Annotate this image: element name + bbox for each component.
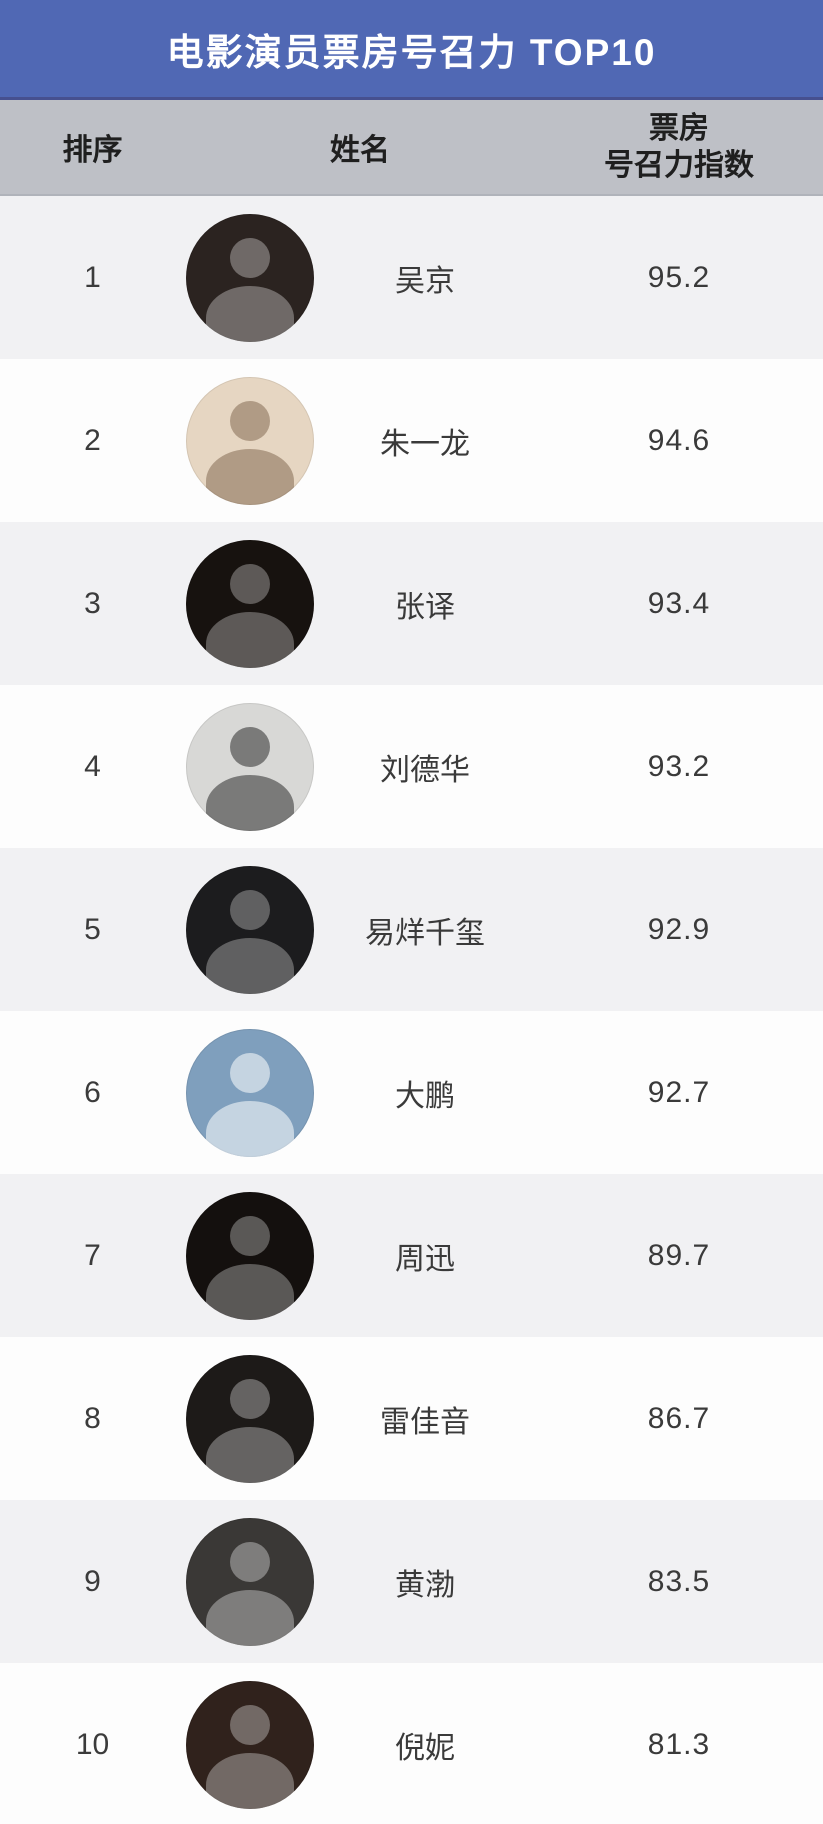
table-row: 5 易烊千玺 92.9 — [0, 848, 823, 1011]
person-silhouette-icon — [230, 1704, 270, 1745]
photo-cell — [185, 376, 315, 505]
rank-cell: 7 — [84, 1238, 101, 1272]
index-value: 93.2 — [647, 749, 711, 783]
actor-name: 张译 — [395, 590, 455, 624]
photo-cell — [185, 865, 315, 994]
rank-cell: 6 — [84, 1075, 101, 1109]
photo-cell — [185, 539, 315, 668]
rank-cell: 4 — [84, 749, 101, 783]
photo-cell — [185, 213, 315, 342]
actor-name: 雷佳音 — [380, 1405, 470, 1439]
index-value: 86.7 — [647, 1401, 711, 1435]
person-silhouette-icon — [230, 1215, 270, 1256]
actor-photo — [186, 1680, 314, 1809]
ranking-table-body: 1 吴京 95.2 2 朱一龙 94.6 3 张译 93 — [0, 196, 823, 1824]
index-value: 81.3 — [647, 1727, 711, 1761]
index-value: 93.4 — [647, 586, 711, 620]
actor-photo — [186, 702, 314, 831]
table-row: 9 黄渤 83.5 — [0, 1500, 823, 1663]
actor-photo — [186, 539, 314, 668]
person-silhouette-body — [206, 774, 294, 831]
rank-cell: 3 — [84, 586, 101, 620]
person-silhouette-icon — [230, 889, 270, 930]
actor-photo — [186, 1354, 314, 1483]
table-row: 6 大鹏 92.7 — [0, 1011, 823, 1174]
column-header-index-line2: 号召力指数 — [604, 149, 754, 182]
actor-photo — [186, 1517, 314, 1646]
person-silhouette-icon — [230, 1052, 270, 1093]
photo-cell — [185, 1680, 315, 1809]
person-silhouette-icon — [230, 726, 270, 767]
table-header-row: 排序 姓名 票房 号召力指数 — [0, 100, 823, 196]
table-row: 7 周迅 89.7 — [0, 1174, 823, 1337]
title-banner: 电影演员票房号召力 TOP10 — [0, 0, 823, 100]
actor-name: 大鹏 — [395, 1079, 455, 1113]
actor-name: 朱一龙 — [380, 427, 470, 461]
rank-cell: 9 — [84, 1564, 101, 1598]
column-header-index-line1: 票房 — [649, 112, 709, 145]
person-silhouette-body — [206, 937, 294, 994]
actor-photo — [186, 213, 314, 342]
table-row: 8 雷佳音 86.7 — [0, 1337, 823, 1500]
column-header-rank: 排序 — [62, 134, 123, 167]
column-header-name: 姓名 — [330, 134, 390, 167]
person-silhouette-body — [206, 1752, 294, 1809]
actor-name: 黄渤 — [395, 1568, 455, 1602]
photo-cell — [185, 1517, 315, 1646]
rank-cell: 5 — [84, 912, 101, 946]
person-silhouette-body — [206, 1426, 294, 1483]
index-value: 89.7 — [647, 1238, 711, 1272]
person-silhouette-icon — [230, 1378, 270, 1419]
index-value: 92.9 — [647, 912, 711, 946]
photo-cell — [185, 1354, 315, 1483]
index-value: 95.2 — [647, 260, 711, 294]
person-silhouette-icon — [230, 237, 270, 278]
page-title: 电影演员票房号召力 TOP10 — [166, 31, 657, 73]
person-silhouette-body — [206, 611, 294, 668]
index-value: 94.6 — [647, 423, 711, 457]
table-row: 4 刘德华 93.2 — [0, 685, 823, 848]
actor-name: 刘德华 — [380, 753, 470, 787]
table-row: 3 张译 93.4 — [0, 522, 823, 685]
person-silhouette-icon — [230, 400, 270, 441]
actor-name: 易烊千玺 — [365, 916, 485, 950]
photo-cell — [185, 702, 315, 831]
actor-name: 周迅 — [395, 1242, 455, 1276]
person-silhouette-body — [206, 1589, 294, 1646]
rank-cell: 1 — [84, 260, 101, 294]
table-row: 1 吴京 95.2 — [0, 196, 823, 359]
rank-cell: 2 — [84, 423, 101, 457]
actor-photo — [186, 1191, 314, 1320]
person-silhouette-icon — [230, 1541, 270, 1582]
actor-photo — [186, 865, 314, 994]
photo-cell — [185, 1028, 315, 1157]
person-silhouette-body — [206, 448, 294, 505]
actor-photo — [186, 1028, 314, 1157]
table-row: 10 倪妮 81.3 — [0, 1663, 823, 1824]
person-silhouette-body — [206, 1263, 294, 1320]
person-silhouette-icon — [230, 563, 270, 604]
table-row: 2 朱一龙 94.6 — [0, 359, 823, 522]
actor-name: 吴京 — [395, 264, 455, 298]
actor-name: 倪妮 — [395, 1731, 455, 1765]
column-header-index: 票房 号召力指数 — [535, 110, 823, 184]
person-silhouette-body — [206, 285, 294, 342]
photo-cell — [185, 1191, 315, 1320]
rank-cell: 8 — [84, 1401, 101, 1435]
actor-photo — [186, 376, 314, 505]
index-value: 92.7 — [647, 1075, 711, 1109]
person-silhouette-body — [206, 1100, 294, 1157]
index-value: 83.5 — [647, 1564, 711, 1598]
rank-cell: 10 — [75, 1727, 110, 1761]
